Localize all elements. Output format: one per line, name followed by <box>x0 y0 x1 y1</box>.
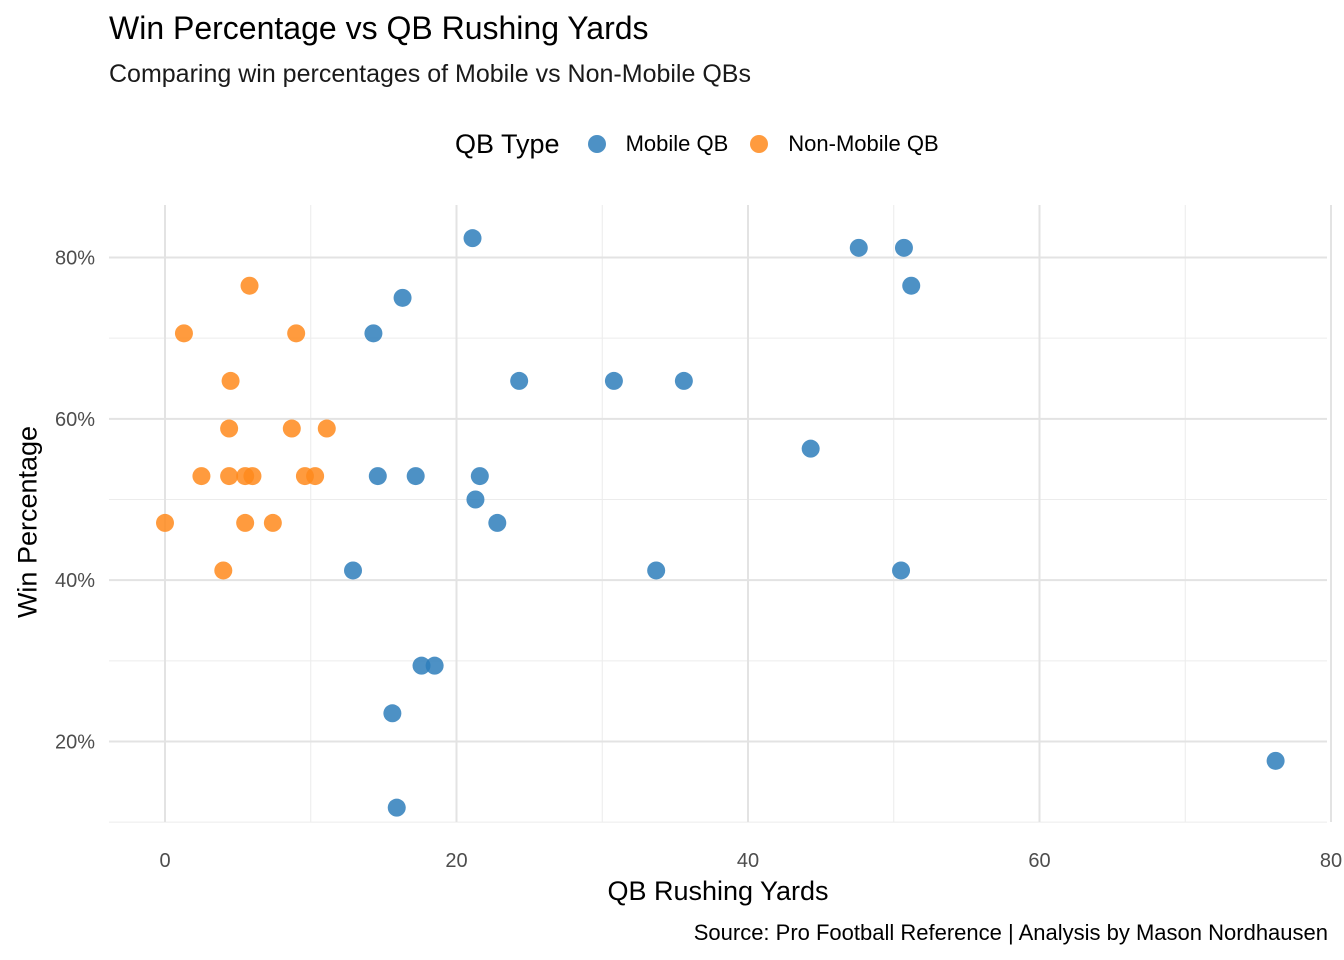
legend-title: QB Type <box>455 128 560 159</box>
grid-lines <box>109 205 1332 823</box>
data-point-mobile-qb <box>902 276 921 295</box>
data-point-non-mobile-qb <box>192 467 211 486</box>
data-point-mobile-qb <box>674 371 693 390</box>
x-axis-label: QB Rushing Yards <box>607 876 829 906</box>
data-point-mobile-qb <box>393 288 412 307</box>
data-point-non-mobile-qb <box>240 276 259 295</box>
data-point-mobile-qb <box>387 798 406 817</box>
legend-label-mobile-qb: Mobile QB <box>625 131 729 156</box>
data-point-mobile-qb <box>463 229 482 248</box>
data-point-mobile-qb <box>801 439 820 458</box>
data-point-non-mobile-qb <box>174 324 193 343</box>
data-point-non-mobile-qb <box>282 419 301 438</box>
data-point-non-mobile-qb <box>220 467 239 486</box>
data-point-mobile-qb <box>470 467 489 486</box>
data-point-mobile-qb <box>383 704 402 723</box>
data-point-mobile-qb <box>1266 751 1285 770</box>
y-tick-label: 80% <box>55 248 95 270</box>
data-point-mobile-qb <box>466 490 485 509</box>
x-tick-label: 60 <box>1028 850 1050 872</box>
legend-item-mobile-qb: Mobile QB <box>587 131 729 157</box>
data-point-mobile-qb <box>364 324 383 343</box>
data-point-mobile-qb <box>647 561 666 580</box>
y-tick-label: 40% <box>55 570 95 592</box>
data-point-non-mobile-qb <box>236 513 255 532</box>
legend-item-non-mobile-qb: Non-Mobile QB <box>750 131 939 157</box>
data-point-non-mobile-qb <box>263 513 282 532</box>
y-tick-label: 60% <box>55 409 95 431</box>
data-point-non-mobile-qb <box>156 513 174 532</box>
x-tick-label: 80 <box>1320 850 1342 872</box>
data-point-non-mobile-qb <box>243 467 262 486</box>
data-point-non-mobile-qb <box>287 324 306 343</box>
x-tick-label: 40 <box>737 850 759 872</box>
data-point-mobile-qb <box>894 238 913 257</box>
y-axis-label: Win Percentage <box>12 425 43 619</box>
chart-subtitle: Comparing win percentages of Mobile vs N… <box>109 60 751 88</box>
chart-title: Win Percentage vs QB Rushing Yards <box>109 10 649 46</box>
legend-label-non-mobile-qb: Non-Mobile QB <box>788 131 939 156</box>
data-point-mobile-qb <box>488 513 507 532</box>
data-point-mobile-qb <box>849 238 868 257</box>
data-point-mobile-qb <box>344 561 363 580</box>
data-point-non-mobile-qb <box>221 371 240 390</box>
data-point-non-mobile-qb <box>214 561 233 580</box>
y-tick-label: 20% <box>55 732 95 754</box>
legend: QB Type Mobile QB Non-Mobile QB <box>455 126 961 162</box>
chart-caption: Source: Pro Football Reference | Analysi… <box>693 920 1328 945</box>
legend-marker-non-mobile-qb <box>750 135 769 153</box>
data-point-non-mobile-qb <box>306 467 325 486</box>
data-point-mobile-qb <box>892 561 911 580</box>
data-point-mobile-qb <box>604 371 623 390</box>
data-point-mobile-qb <box>425 656 444 675</box>
legend-marker-mobile-qb <box>587 135 606 153</box>
data-point-mobile-qb <box>406 467 425 486</box>
data-point-mobile-qb <box>368 467 387 486</box>
data-point-non-mobile-qb <box>220 419 239 438</box>
x-tick-label: 20 <box>445 850 467 872</box>
data-point-mobile-qb <box>412 656 431 675</box>
axis-ticks: 0 20 40 60 80 20% 40% 60% 80% <box>55 248 1342 873</box>
x-tick-label: 0 <box>159 850 170 872</box>
data-points <box>156 229 1285 817</box>
data-point-non-mobile-qb <box>317 419 336 438</box>
data-point-mobile-qb <box>510 371 529 390</box>
